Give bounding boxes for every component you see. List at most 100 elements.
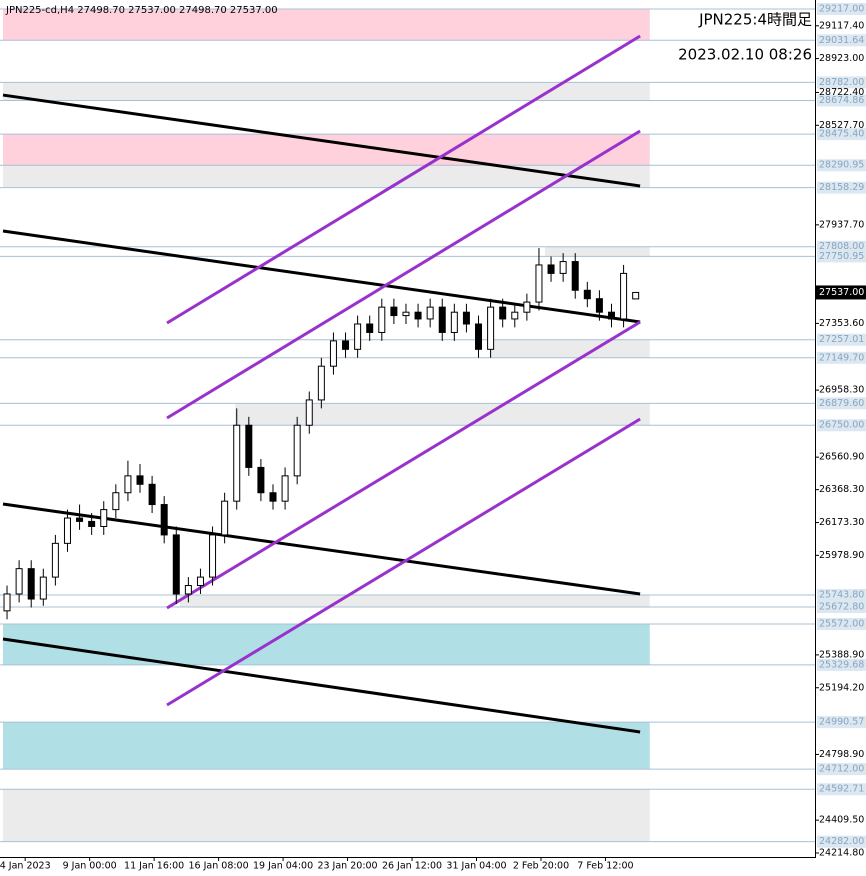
x-tick-label: 26 Jan 12:00 <box>382 861 442 872</box>
level-label: 28782.00 <box>819 77 864 88</box>
level-label-bg <box>817 34 866 47</box>
x-tick-label: 4 Jan 2023 <box>0 861 51 872</box>
candle-body <box>366 323 374 333</box>
candle-body <box>124 475 132 494</box>
trendline <box>2 93 641 188</box>
level-label-bg <box>817 658 866 671</box>
level-label: 26750.00 <box>819 420 864 431</box>
candle-body <box>100 509 108 527</box>
candle-body <box>257 466 265 494</box>
zone <box>3 722 650 770</box>
candle-body <box>27 568 35 600</box>
y-tick-label: 25194.20 <box>819 682 864 693</box>
candle-body <box>595 298 603 313</box>
zone <box>3 789 650 842</box>
x-tick-label: 2 Feb 20:00 <box>513 861 569 872</box>
level-label: 24990.57 <box>819 717 864 728</box>
level-label: 25329.68 <box>819 659 864 670</box>
zone <box>3 9 650 41</box>
level-label: 28475.40 <box>819 129 864 140</box>
candle-body <box>209 534 217 578</box>
y-tick-label: 27937.70 <box>819 219 864 230</box>
candle-body <box>390 306 398 317</box>
level-label-bg <box>817 763 866 776</box>
level-label-bg <box>817 419 866 432</box>
zone <box>3 134 650 166</box>
trendlines <box>2 34 641 734</box>
y-tick-label: 28527.70 <box>819 120 864 131</box>
level-label-bg <box>817 618 866 631</box>
candle-body <box>450 311 458 333</box>
candle-body <box>559 261 567 274</box>
candle-body <box>354 323 362 350</box>
candle-body <box>184 585 192 595</box>
candle-body <box>414 311 422 320</box>
zone <box>3 82 650 101</box>
level-label: 29031.64 <box>819 35 864 46</box>
candle-body <box>293 424 301 477</box>
candle-body <box>317 365 325 401</box>
candle-body <box>76 517 84 522</box>
y-tick-label: 24409.50 <box>819 815 864 826</box>
zone <box>179 595 650 607</box>
chart-subtitle: 2023.02.10 08:26 <box>678 46 812 64</box>
zone <box>545 246 650 257</box>
candle-body <box>607 311 615 320</box>
level-label: 28674.86 <box>819 95 864 106</box>
level-label: 27149.70 <box>819 352 864 363</box>
x-tick-label: 11 Jan 16:00 <box>124 861 184 872</box>
candle-body <box>583 289 591 300</box>
candles <box>3 248 640 620</box>
candle-body <box>160 504 168 536</box>
level-label: 28290.95 <box>819 160 864 171</box>
candle-body <box>148 483 156 506</box>
zone <box>3 165 650 188</box>
x-tick-label: 9 Jan 00:00 <box>63 861 117 872</box>
candle-body <box>136 475 144 485</box>
level-label: 27808.00 <box>819 241 864 252</box>
candle-body <box>438 306 446 333</box>
x-tick-label: 7 Feb 12:00 <box>577 861 633 872</box>
trendline <box>166 417 641 707</box>
candle-body <box>39 576 47 600</box>
candle-body <box>571 261 579 291</box>
candle-body <box>305 399 313 426</box>
header: JPN225-cd,H4 27498.70 27537.00 27498.70 … <box>5 5 278 16</box>
candle-body <box>523 301 531 313</box>
current-price-label: 27537.00 <box>819 287 864 298</box>
trendline <box>166 34 641 325</box>
candle-body <box>632 291 640 300</box>
candle-body <box>426 306 434 320</box>
y-tick-label: 28722.40 <box>819 87 864 98</box>
level-label-bg <box>817 600 866 613</box>
y-tick-label: 26958.30 <box>819 385 864 396</box>
y-tick-label: 24798.90 <box>819 749 864 760</box>
chart-title: JPN225:4時間足 <box>698 11 812 29</box>
candle-body <box>233 424 241 502</box>
y-tick-label: 24214.80 <box>819 848 864 859</box>
candle-body <box>112 492 120 511</box>
y-tick-label: 26173.30 <box>819 517 864 528</box>
level-label-bg <box>817 159 866 172</box>
zones <box>3 9 650 842</box>
x-tick-label: 19 Jan 04:00 <box>253 861 313 872</box>
level-label-bg <box>817 716 866 729</box>
y-tick-label: 26368.30 <box>819 484 864 495</box>
candle-body <box>196 576 204 587</box>
trendline <box>2 502 641 596</box>
level-label-bg <box>817 783 866 796</box>
level-label: 27750.95 <box>819 251 864 262</box>
level-label: 28158.29 <box>819 182 864 193</box>
axes: 29217.00 29031.64 28782.00 28674.86 28475.40… <box>0 3 866 872</box>
level-label-bg <box>817 3 866 15</box>
candle-body <box>172 534 180 595</box>
level-label: 25672.80 <box>819 601 864 612</box>
candle-body <box>475 323 483 350</box>
level-label-bg <box>817 94 866 107</box>
candle-body <box>3 593 11 612</box>
candle-body <box>535 264 543 303</box>
y-tick-label: 27353.60 <box>819 318 864 329</box>
y-tick-label: 29117.40 <box>819 20 864 31</box>
candle-body <box>499 306 507 320</box>
